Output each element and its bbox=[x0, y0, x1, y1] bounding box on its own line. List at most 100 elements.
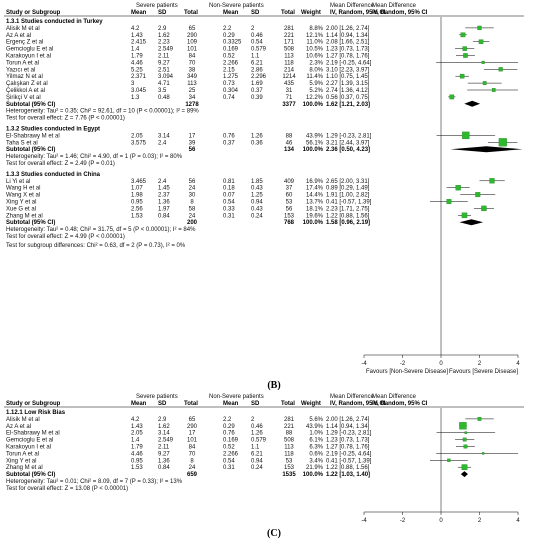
study-name: Alisik M et al bbox=[6, 417, 40, 423]
mean-severe: 3.575 bbox=[131, 140, 147, 146]
study-name: Wang H et al bbox=[6, 186, 40, 192]
mean-severe: 2.415 bbox=[131, 40, 147, 46]
study-name: El-Shabrawy M et al bbox=[6, 133, 60, 139]
ci-value: 1.22 [0.88, 1.56] bbox=[326, 213, 370, 219]
x-tick-label: -2 bbox=[400, 361, 406, 367]
total-severe: 65 bbox=[189, 417, 196, 423]
weight-value: 10.6% bbox=[306, 54, 324, 60]
study-name: Çelikkol A et al bbox=[6, 88, 45, 94]
ci-value: 2.08 [1.66, 2.51] bbox=[326, 40, 370, 46]
weight-value: 43.9% bbox=[306, 133, 324, 139]
mean-nonsevere: 0.73 bbox=[223, 81, 235, 87]
total-severe: 113 bbox=[187, 81, 197, 87]
header-weight: Weight bbox=[301, 10, 321, 16]
total-nonsevere: 281 bbox=[284, 417, 295, 423]
effect-square bbox=[447, 458, 451, 462]
total-severe: 84 bbox=[189, 54, 196, 60]
header-non-severe-patients: Non-Severe patients bbox=[209, 394, 264, 400]
weight-value: 3.4% bbox=[309, 458, 323, 464]
x-tick-label: 0 bbox=[439, 361, 443, 367]
panel-label: (C) bbox=[267, 528, 281, 539]
mean-severe: 1.43 bbox=[131, 33, 143, 39]
sd-nonsevere: 0.24 bbox=[251, 465, 263, 471]
sd-severe: 3.094 bbox=[158, 74, 174, 80]
header-sd-1: SD bbox=[158, 401, 167, 407]
sd-severe: 1.62 bbox=[158, 33, 170, 39]
total-nonsevere: 53 bbox=[286, 458, 293, 464]
total-severe: 30 bbox=[189, 193, 196, 199]
ci-value: 0.41 [-0.57, 1.39] bbox=[326, 458, 372, 464]
mean-severe: 2.05 bbox=[131, 133, 143, 139]
effect-square bbox=[464, 431, 468, 434]
mean-severe: 2.05 bbox=[131, 431, 143, 437]
sd-severe: 0.84 bbox=[158, 213, 170, 219]
mean-nonsevere: 0.18 bbox=[223, 186, 235, 192]
weight-value: 6.3% bbox=[309, 445, 323, 451]
header-mean-difference-right: Mean Difference bbox=[372, 3, 417, 9]
total-nonsevere: 113 bbox=[284, 445, 294, 451]
header-weight: Weight bbox=[301, 401, 321, 407]
weight-value: 19.6% bbox=[306, 213, 324, 219]
header-mean-1: Mean bbox=[131, 401, 147, 407]
effect-square bbox=[477, 25, 482, 31]
effect-square bbox=[489, 178, 495, 184]
subtotal-ci: 1.58 [0.96, 2.19] bbox=[326, 220, 370, 226]
subgroup-title: 1.3.2 Studies conducted in Egypt bbox=[6, 127, 100, 133]
effect-square bbox=[482, 81, 487, 85]
header-study: Study or Subgroup bbox=[6, 10, 61, 16]
favours-left-label: Favours [Non-Severe Disease] bbox=[366, 369, 448, 375]
panel-label: (B) bbox=[267, 380, 280, 391]
ci-value: 1.10 [0.75, 1.45] bbox=[326, 74, 370, 80]
mean-severe: 0.95 bbox=[131, 458, 143, 464]
weight-value: 8.0% bbox=[309, 67, 323, 73]
total-severe: 101 bbox=[187, 47, 198, 53]
x-tick-label: 0 bbox=[439, 518, 443, 524]
weight-value: 10.5% bbox=[306, 47, 324, 53]
total-severe: 17 bbox=[189, 431, 196, 437]
study-name: Çalışkan Z et al bbox=[6, 81, 48, 87]
weight-value: 21.9% bbox=[306, 465, 324, 471]
weight-value: 2.3% bbox=[309, 60, 323, 66]
sd-severe: 1.45 bbox=[158, 186, 170, 192]
study-name: Karakoyun I et al bbox=[6, 54, 51, 60]
header-total-2: Total bbox=[281, 401, 295, 407]
mean-severe: 1.4 bbox=[131, 47, 140, 53]
effect-square bbox=[460, 32, 466, 38]
total-nonsevere: 46 bbox=[286, 140, 293, 146]
sd-nonsevere: 2 bbox=[251, 26, 255, 32]
pooled-diamond bbox=[460, 471, 468, 478]
mean-severe: 2.56 bbox=[131, 206, 143, 212]
ci-value: 1.29 [-0.23, 2.81] bbox=[326, 133, 372, 139]
total-severe: 349 bbox=[187, 74, 198, 80]
sd-nonsevere: 0.36 bbox=[251, 140, 263, 146]
effect-square bbox=[463, 53, 468, 58]
mean-severe: 3 bbox=[131, 81, 135, 87]
study-name: Şirikçi V et al bbox=[6, 95, 41, 101]
mean-nonsevere: 0.304 bbox=[223, 88, 239, 94]
x-tick-label: 2 bbox=[478, 518, 482, 524]
subtotal-total-nonsevere: 1535 bbox=[282, 472, 296, 478]
mean-severe: 1.07 bbox=[131, 186, 143, 192]
mean-nonsevere: 0.52 bbox=[223, 54, 235, 60]
mean-nonsevere: 0.74 bbox=[223, 95, 235, 101]
study-name: Xing Y et al bbox=[6, 458, 36, 464]
total-severe: 101 bbox=[187, 438, 198, 444]
study-name: Zhang M et al bbox=[6, 213, 43, 219]
total-nonsevere: 508 bbox=[284, 47, 295, 53]
total-nonsevere: 214 bbox=[284, 67, 295, 73]
mean-severe: 5.25 bbox=[131, 67, 143, 73]
weight-value: 13.7% bbox=[306, 200, 324, 206]
effect-square bbox=[491, 88, 496, 92]
total-nonsevere: 88 bbox=[286, 431, 293, 437]
total-severe: 24 bbox=[189, 186, 196, 192]
total-nonsevere: 56 bbox=[286, 206, 293, 212]
header-total-1: Total bbox=[184, 401, 198, 407]
mean-severe: 3.465 bbox=[131, 179, 147, 185]
subtotal-weight: 100.0% bbox=[303, 472, 324, 478]
header-severe-patients: Severe patients bbox=[136, 394, 178, 400]
favours-right-label: Favours [Severe Disease] bbox=[449, 369, 518, 375]
ci-value: 1.23 [0.73, 1.73] bbox=[326, 47, 370, 53]
effect-square bbox=[481, 60, 485, 64]
subtotal-weight: 100.0% bbox=[303, 220, 324, 226]
total-severe: 290 bbox=[187, 424, 198, 430]
